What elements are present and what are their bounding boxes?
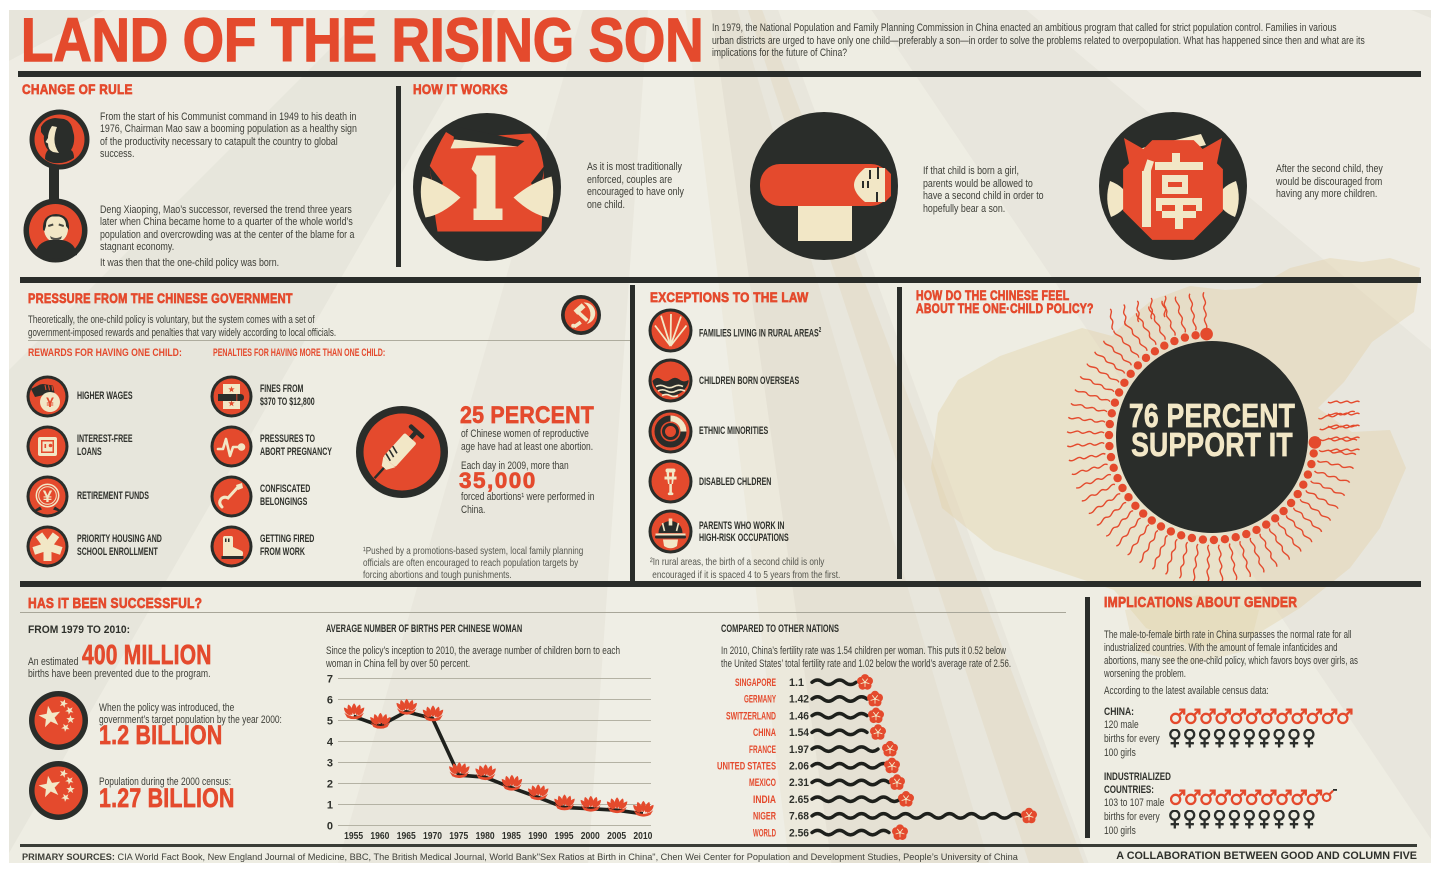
svg-text:4: 4	[327, 737, 334, 749]
svg-text:7.68: 7.68	[789, 811, 809, 823]
svg-text:¥: ¥	[43, 487, 53, 506]
svg-text:0: 0	[327, 821, 333, 833]
svg-text:SINGAPORE: SINGAPORE	[735, 677, 776, 689]
svg-text:7: 7	[327, 674, 333, 686]
svg-text:1965: 1965	[397, 830, 416, 842]
svg-text:1.54: 1.54	[789, 727, 810, 739]
svg-text:1970: 1970	[423, 830, 442, 842]
svg-text:FRANCE: FRANCE	[749, 744, 776, 756]
svg-text:1.42: 1.42	[789, 694, 809, 706]
svg-text:2.06: 2.06	[789, 761, 809, 773]
svg-text:2.56: 2.56	[789, 827, 809, 839]
svg-text:INDIA: INDIA	[753, 794, 776, 806]
svg-text:¥: ¥	[46, 394, 54, 410]
svg-text:1990: 1990	[528, 830, 547, 842]
svg-text:GERMANY: GERMANY	[744, 694, 776, 706]
svg-text:2.65: 2.65	[789, 794, 809, 806]
svg-text:UNITED STATES: UNITED STATES	[717, 761, 776, 773]
svg-text:WORLD: WORLD	[753, 827, 776, 839]
svg-text:2000: 2000	[581, 830, 600, 842]
svg-text:6: 6	[327, 695, 333, 707]
svg-text:CHINA: CHINA	[753, 727, 776, 739]
svg-text:1995: 1995	[555, 830, 574, 842]
svg-text:MEXICO: MEXICO	[749, 777, 776, 789]
svg-text:3: 3	[327, 758, 333, 770]
svg-text:SWITZERLAND: SWITZERLAND	[726, 710, 776, 722]
svg-text:1.1: 1.1	[789, 677, 804, 689]
svg-text:1975: 1975	[449, 830, 468, 842]
svg-text:1.97: 1.97	[789, 744, 809, 756]
svg-text:1955: 1955	[344, 830, 363, 842]
svg-text:2005: 2005	[607, 830, 626, 842]
svg-text:1960: 1960	[370, 830, 389, 842]
svg-text:2010: 2010	[633, 830, 652, 842]
svg-text:2: 2	[327, 779, 333, 791]
svg-text:NIGER: NIGER	[753, 811, 776, 823]
svg-text:2.31: 2.31	[789, 777, 809, 789]
svg-text:5: 5	[327, 716, 333, 728]
svg-text:1: 1	[327, 800, 333, 812]
svg-text:1985: 1985	[502, 830, 521, 842]
svg-text:1980: 1980	[476, 830, 495, 842]
svg-text:1.46: 1.46	[789, 710, 809, 722]
